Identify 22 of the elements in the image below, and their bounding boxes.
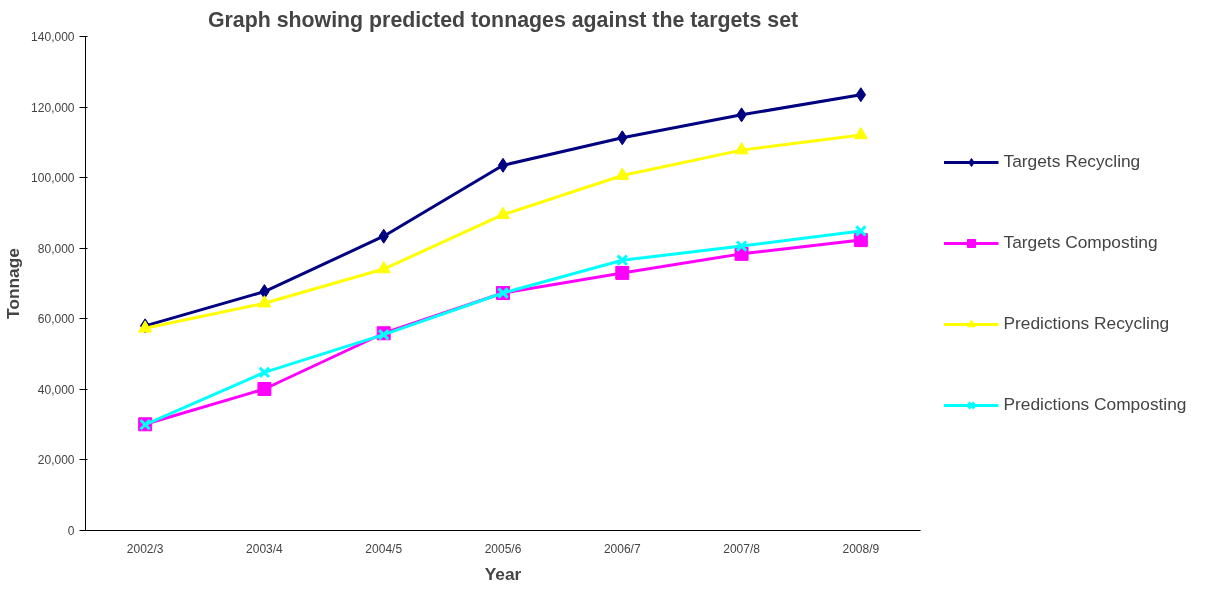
legend-label: Targets Composting (1003, 232, 1158, 253)
y-tick-label: 120,000 (31, 100, 75, 115)
y-tick-label: 40,000 (37, 382, 75, 397)
y-tick-label: 100,000 (31, 171, 75, 186)
legend-label: Targets Recycling (1003, 151, 1141, 172)
y-axis-title: Tonnage (3, 247, 24, 319)
x-tick-label: 2006/7 (603, 541, 641, 556)
x-axis-title: Year (484, 563, 522, 584)
x-tick-label: 2005/6 (484, 541, 522, 556)
x-tick-label: 2003/4 (246, 541, 284, 556)
y-tick-label: 20,000 (37, 453, 75, 468)
y-tick-label: 80,000 (37, 241, 75, 256)
legend-label: Predictions Recycling (1003, 313, 1170, 334)
legend-label: Predictions Composting (1003, 394, 1187, 415)
x-tick-label: 2002/3 (126, 541, 164, 556)
x-tick-label: 2007/8 (723, 541, 761, 556)
y-tick-label: 60,000 (37, 312, 75, 327)
y-tick-label: 0 (67, 524, 75, 538)
chart-title: Graph showing predicted tonnages against the targets set (207, 7, 799, 32)
x-tick-label: 2008/9 (842, 541, 880, 556)
x-tick-label: 2004/5 (365, 541, 403, 556)
y-tick-label: 140,000 (31, 30, 75, 44)
